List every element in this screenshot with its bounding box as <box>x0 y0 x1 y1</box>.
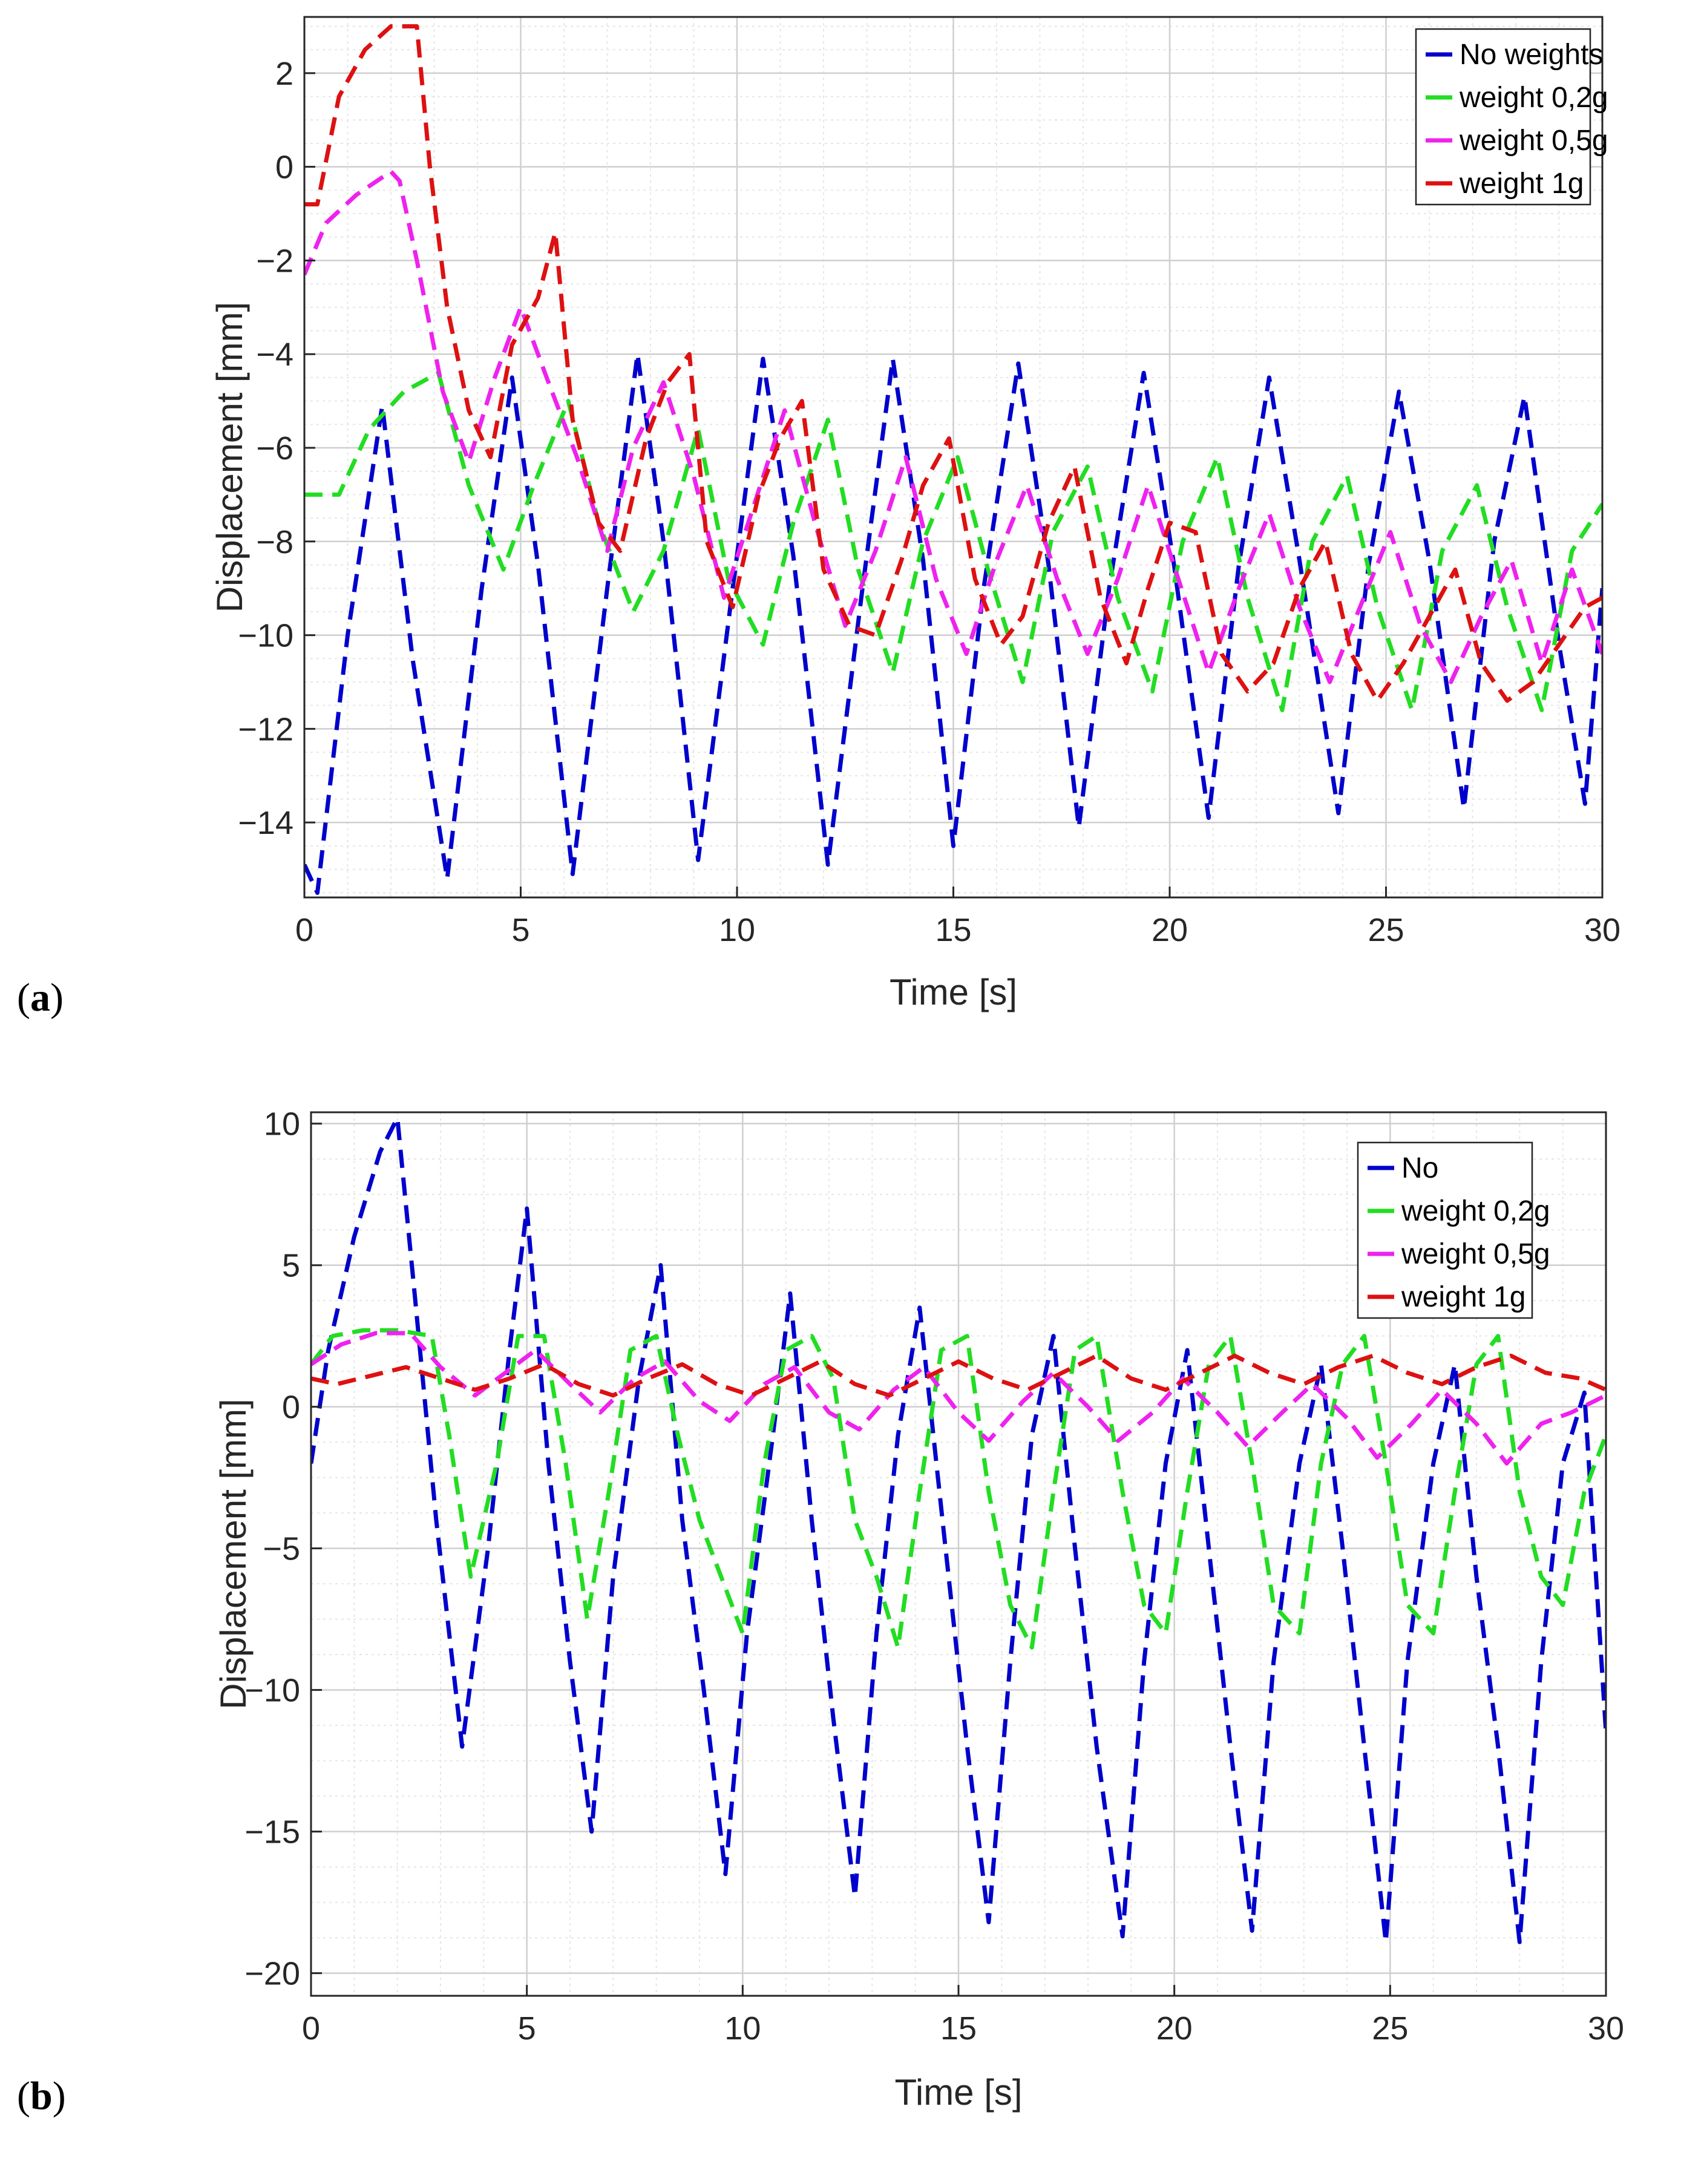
y-axis-label: Displacement [mm] <box>213 1399 254 1709</box>
y-tick-label: −6 <box>256 430 293 467</box>
legend: No weights weight 0,2g weight 0,5g weight 1… <box>1415 28 1608 206</box>
legend-entry-label: weight 1g <box>1459 168 1584 200</box>
y-axis-label: Displacement [mm] <box>209 302 250 612</box>
x-tick-label: 30 <box>1588 2010 1624 2047</box>
y-tick-label: 5 <box>282 1248 300 1284</box>
y-tick-label: −10 <box>244 1673 300 1709</box>
panel-label-open: ( <box>17 2074 30 2118</box>
y-tick-label: 0 <box>275 149 293 186</box>
series-group <box>311 1115 1606 1944</box>
panel-label: (b) <box>17 2074 66 2118</box>
legend-entry-label: No <box>1401 1152 1438 1184</box>
x-tick-label: 5 <box>511 912 529 948</box>
panel-label-letter: a <box>30 976 50 1020</box>
y-tick-label: −4 <box>256 336 293 373</box>
x-tick-label: 25 <box>1368 912 1404 948</box>
x-tick-label: 0 <box>302 2010 320 2047</box>
y-tick-label: −10 <box>238 618 293 654</box>
x-tick-label: 10 <box>724 2010 761 2047</box>
x-tick-label: 0 <box>295 912 313 948</box>
legend-entry-label: weight 0,2g <box>1459 82 1608 114</box>
x-tick-label: 20 <box>1156 2010 1193 2047</box>
chart-panel-b: 0 5 10 15 20 25 30 10 5 0 −5 −10 −15 −20 Time [s] Displ… <box>17 1106 1624 2118</box>
y-tick-label: 10 <box>264 1106 300 1143</box>
series-line-weight-0-2g <box>311 1328 1606 1650</box>
legend-box <box>1415 28 1591 206</box>
series-line-weight-0-5g <box>311 1331 1606 1466</box>
legend: No weight 0,2g weight 0,5g weight 1g <box>1357 1141 1550 1319</box>
legend-entry-label: weight 0,2g <box>1401 1195 1550 1227</box>
x-axis-label: Time [s] <box>890 972 1017 1012</box>
series-line-no-weights <box>304 352 1602 895</box>
legend-entry-label: weight 0,5g <box>1401 1238 1550 1270</box>
series-line-weight-0-5g <box>304 169 1602 684</box>
y-tick-label: −8 <box>256 524 293 560</box>
y-tick-label: 2 <box>275 56 293 92</box>
y-tick-label: −20 <box>244 1956 300 1992</box>
x-tick-label: 15 <box>935 912 971 948</box>
y-tick-label: −14 <box>238 805 293 841</box>
x-tick-label: 30 <box>1584 912 1620 948</box>
y-tick-label: 0 <box>282 1389 300 1426</box>
legend-entry-label: weight 1g <box>1401 1281 1525 1313</box>
legend-box <box>1357 1141 1533 1319</box>
series-group <box>304 24 1602 895</box>
x-tick-label: 15 <box>940 2010 977 2047</box>
x-axis-label: Time [s] <box>894 2072 1022 2113</box>
y-tick-label: −15 <box>244 1814 300 1851</box>
panel-label-open: ( <box>17 976 30 1020</box>
panel-label-close: ) <box>50 976 64 1020</box>
panel-label: (a) <box>17 976 64 1020</box>
x-tick-label: 25 <box>1372 2010 1408 2047</box>
y-tick-label: −2 <box>256 243 293 279</box>
legend-entry-label: No weights <box>1460 39 1603 71</box>
series-line-weight-1g <box>311 1353 1606 1398</box>
panel-label-close: ) <box>53 2074 66 2118</box>
y-tick-label: −5 <box>263 1531 300 1567</box>
panel-label-letter: b <box>30 2074 53 2118</box>
x-tick-label: 5 <box>518 2010 536 2047</box>
x-tick-label: 20 <box>1152 912 1188 948</box>
major-grid <box>310 1112 1607 1996</box>
series-line-no <box>311 1115 1606 1944</box>
x-tick-label: 10 <box>719 912 755 948</box>
series-line-weight-0-2g <box>304 370 1602 712</box>
series-line-weight-1g <box>304 24 1602 703</box>
legend-entry-label: weight 0,5g <box>1459 125 1608 157</box>
y-tick-label: −12 <box>238 711 293 747</box>
